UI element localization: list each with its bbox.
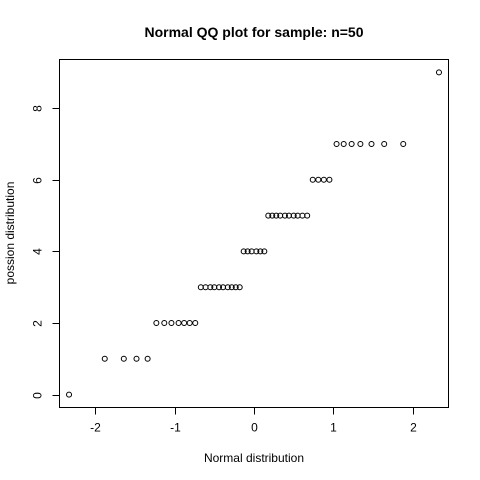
x-axis: -2 -1 0 1 2 — [90, 407, 417, 435]
data-point — [368, 140, 375, 147]
data-point — [326, 176, 333, 183]
y-axis: 0 2 4 6 8 — [31, 105, 60, 399]
data-point — [299, 212, 306, 219]
x-tick-label: -1 — [170, 421, 181, 435]
data-point — [435, 69, 442, 76]
data-point — [207, 284, 214, 291]
x-tick-label: 0 — [251, 421, 258, 435]
data-point — [240, 248, 247, 255]
data-point — [153, 320, 160, 327]
data-point — [309, 176, 316, 183]
data-point — [133, 355, 140, 362]
data-point — [357, 140, 364, 147]
data-point — [120, 355, 127, 362]
data-point — [261, 248, 268, 255]
y-tick-label: 6 — [31, 177, 45, 184]
data-point — [66, 391, 73, 398]
data-point — [202, 284, 209, 291]
data-point — [281, 212, 288, 219]
data-point — [181, 320, 188, 327]
data-point — [144, 355, 151, 362]
data-point — [257, 248, 264, 255]
data-point — [269, 212, 276, 219]
x-tick-label: 2 — [410, 421, 417, 435]
y-tick-label: 2 — [31, 320, 45, 327]
data-point — [101, 355, 108, 362]
data-point — [224, 284, 231, 291]
data-point — [320, 176, 327, 183]
x-tick-label: -2 — [90, 421, 101, 435]
y-tick-label: 8 — [31, 105, 45, 112]
plot-area-box — [59, 59, 449, 408]
data-points — [66, 69, 442, 398]
data-point — [161, 320, 168, 327]
data-point — [236, 284, 243, 291]
data-point — [381, 140, 388, 147]
data-point — [168, 320, 175, 327]
data-point — [304, 212, 311, 219]
data-point — [340, 140, 347, 147]
data-point — [186, 320, 193, 327]
data-point — [192, 320, 199, 327]
x-axis-label: Normal distribution — [204, 451, 304, 465]
data-point — [273, 212, 280, 219]
y-tick-label: 0 — [31, 392, 45, 399]
data-point — [333, 140, 340, 147]
data-point — [216, 284, 223, 291]
data-point — [348, 140, 355, 147]
data-point — [228, 284, 235, 291]
chart-title: Normal QQ plot for sample: n=50 — [145, 24, 364, 40]
data-point — [175, 320, 182, 327]
data-point — [232, 284, 239, 291]
data-point — [315, 176, 322, 183]
data-point — [244, 248, 251, 255]
data-point — [253, 248, 260, 255]
x-tick-label: 1 — [330, 421, 337, 435]
y-axis-label: possion distribution — [3, 182, 17, 285]
data-point — [197, 284, 204, 291]
data-point — [290, 212, 297, 219]
y-tick-label: 4 — [31, 248, 45, 255]
data-point — [400, 140, 407, 147]
data-point — [265, 212, 272, 219]
